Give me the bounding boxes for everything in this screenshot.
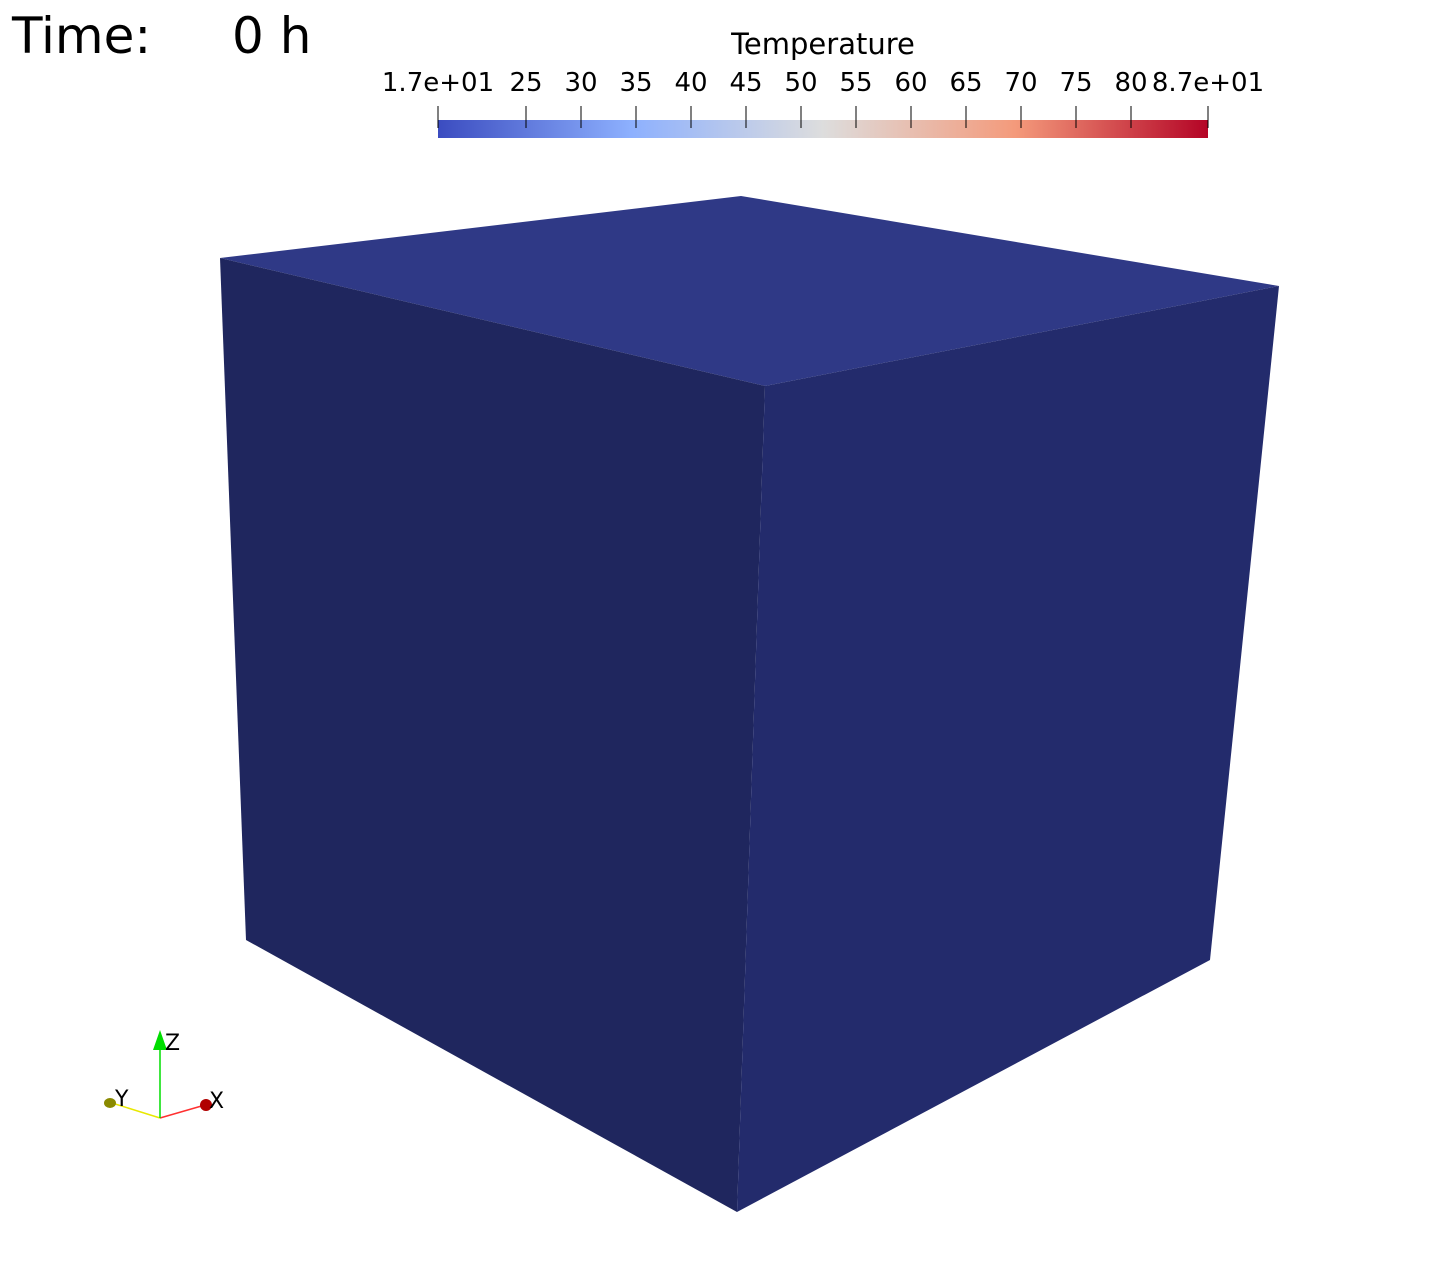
z-axis-cone-icon bbox=[153, 1030, 167, 1050]
color-bar-tick-label: 45 bbox=[729, 68, 762, 98]
color-bar bbox=[438, 120, 1208, 138]
color-bar-tick-label: 40 bbox=[674, 68, 707, 98]
color-bar-tick-label: 30 bbox=[564, 68, 597, 98]
time-label: Time: bbox=[12, 7, 152, 65]
x-axis-cone-icon bbox=[200, 1099, 212, 1111]
color-legend[interactable]: 1.7e+01 25 30 35 40 45 50 55 60 65 70 75 80 8.7e+01 bbox=[382, 68, 1264, 138]
color-bar-tick-label: 55 bbox=[839, 68, 872, 98]
color-bar-tick-label: 50 bbox=[784, 68, 817, 98]
color-bar-ticks: 1.7e+01 25 30 35 40 45 50 55 60 65 70 75 80 8.7e+01 bbox=[382, 68, 1264, 128]
color-legend-title: Temperature bbox=[731, 27, 915, 61]
color-bar-tick-label: 1.7e+01 bbox=[382, 68, 494, 98]
time-value: 0 h bbox=[232, 7, 312, 65]
cube[interactable] bbox=[220, 196, 1279, 1212]
color-bar-tick-label: 25 bbox=[509, 68, 542, 98]
color-bar-tick-label: 60 bbox=[894, 68, 927, 98]
x-axis-line bbox=[159, 1104, 206, 1119]
cube-left-face bbox=[220, 258, 765, 1212]
y-axis-cone-icon bbox=[104, 1098, 116, 1108]
z-axis-label: Z bbox=[165, 1031, 180, 1056]
color-bar-tick-label: 65 bbox=[949, 68, 982, 98]
x-axis-label: X bbox=[209, 1089, 224, 1114]
color-bar-tick-label: 8.7e+01 bbox=[1152, 68, 1264, 98]
y-axis-line bbox=[111, 1102, 161, 1119]
y-axis-label: Y bbox=[114, 1087, 129, 1112]
color-bar-tick-label: 35 bbox=[619, 68, 652, 98]
cube-right-face bbox=[737, 286, 1279, 1212]
color-bar-tick-label: 75 bbox=[1059, 68, 1092, 98]
color-bar-tick-label: 70 bbox=[1004, 68, 1037, 98]
cube-top-face bbox=[220, 196, 1279, 386]
orientation-axes[interactable]: X Y Z bbox=[104, 1030, 224, 1119]
color-bar-tick-label: 80 bbox=[1114, 68, 1147, 98]
